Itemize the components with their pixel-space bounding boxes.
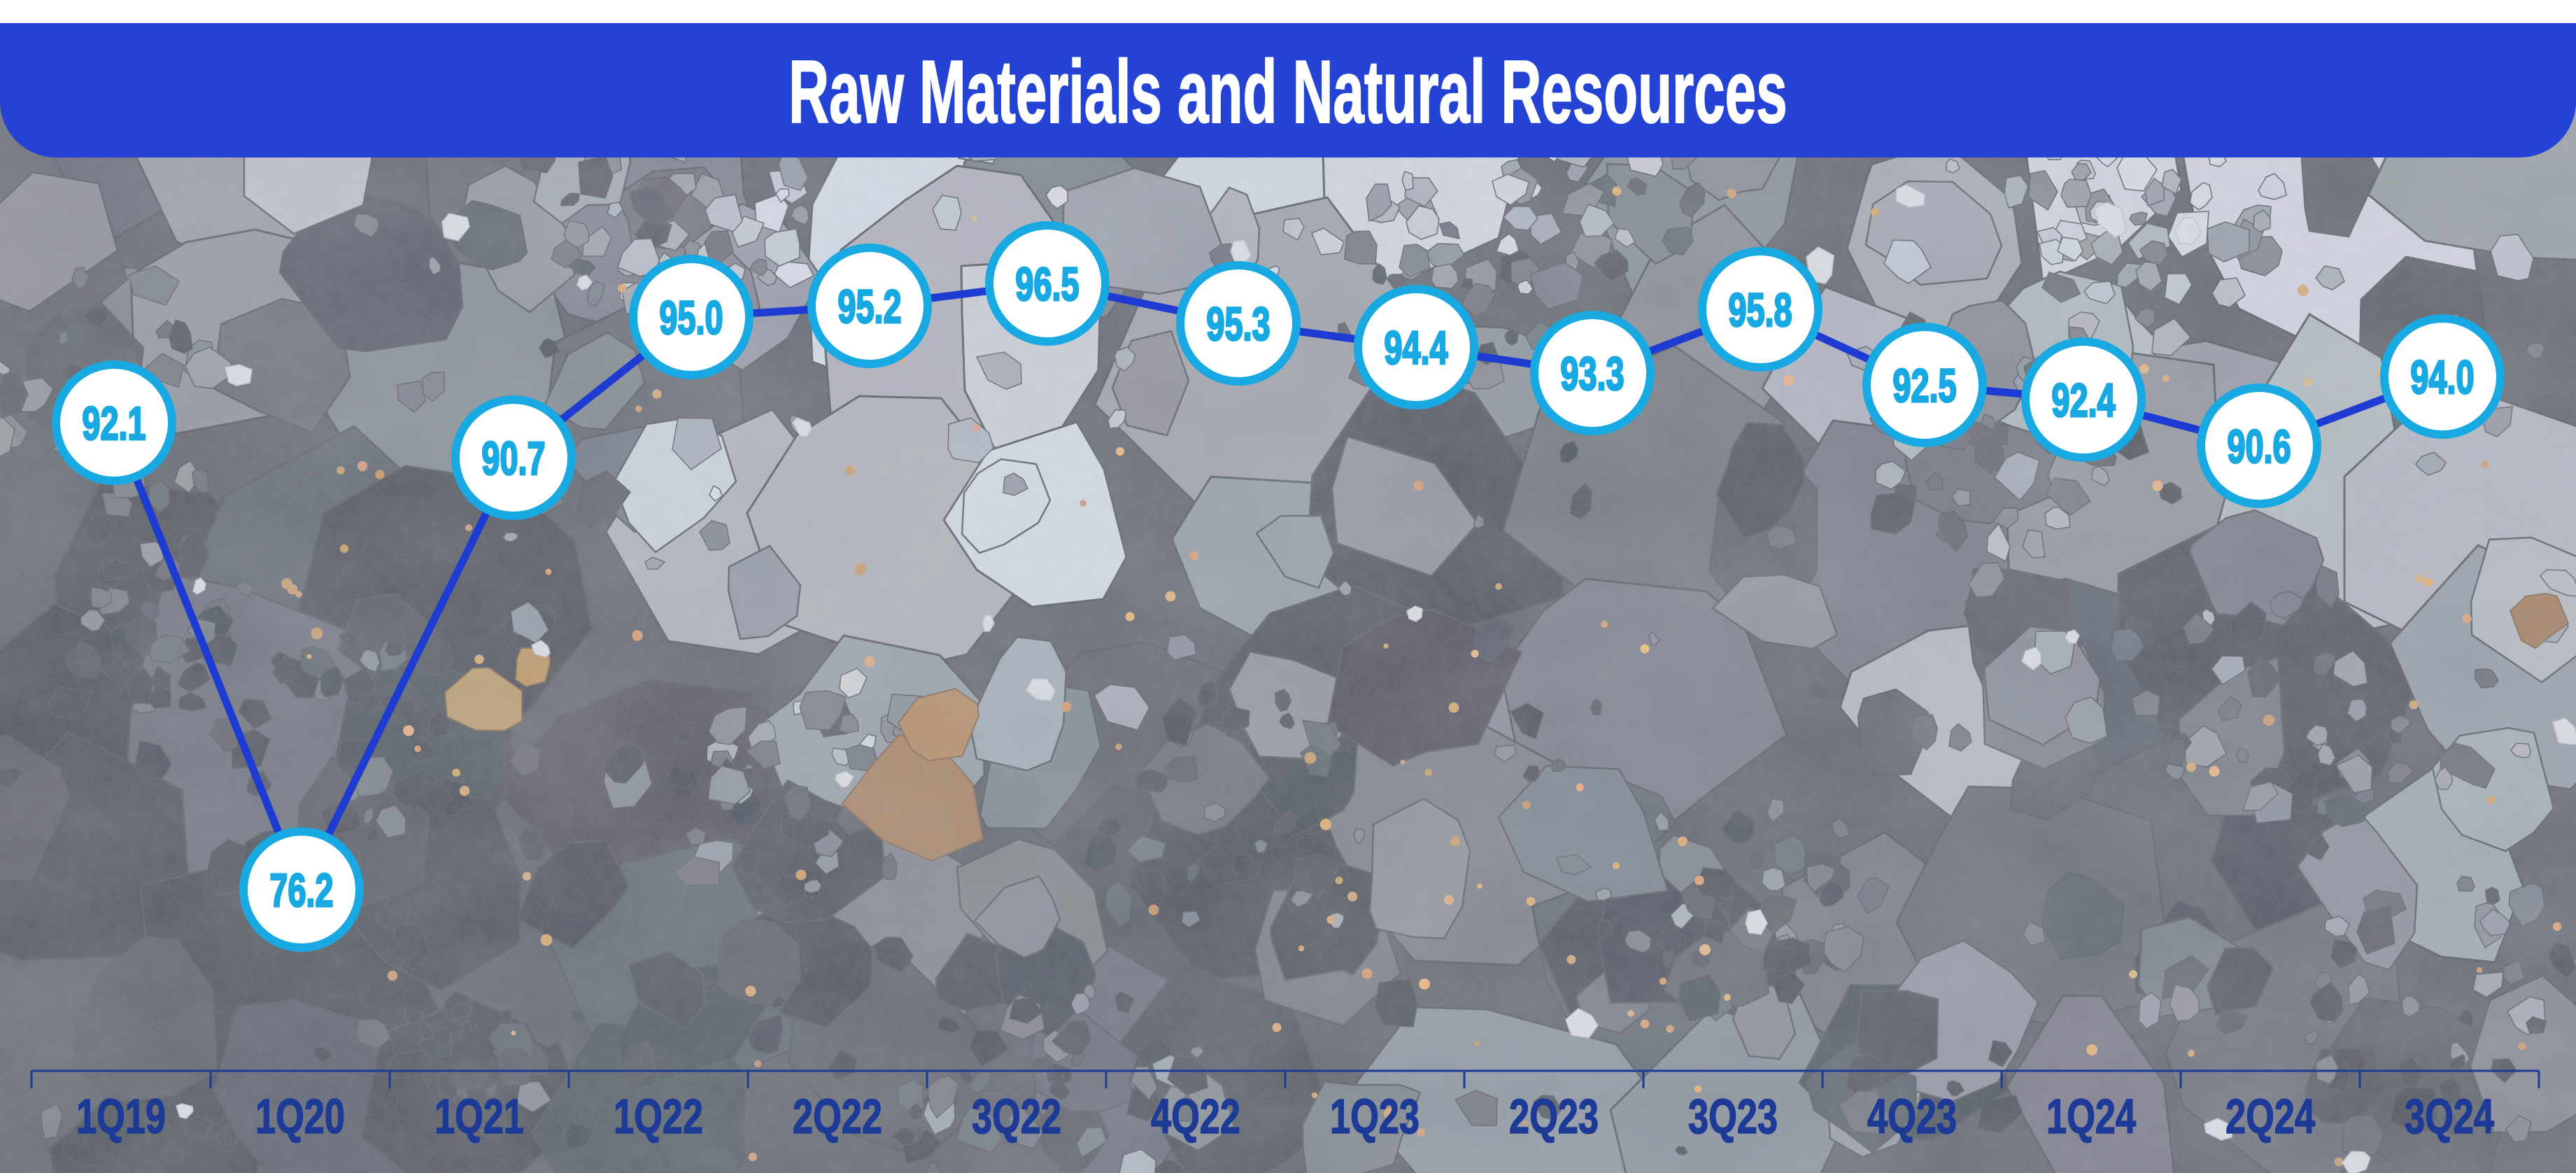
svg-text:1Q23: 1Q23 [1330,1090,1420,1144]
svg-text:95.3: 95.3 [1206,299,1270,351]
svg-text:90.7: 90.7 [481,433,545,485]
svg-text:1Q22: 1Q22 [614,1090,703,1144]
svg-text:2Q24: 2Q24 [2225,1090,2316,1144]
svg-text:3Q23: 3Q23 [1688,1090,1778,1144]
svg-text:4Q23: 4Q23 [1867,1090,1957,1144]
svg-text:94.4: 94.4 [1384,323,1448,374]
svg-text:93.3: 93.3 [1560,349,1624,400]
svg-text:90.6: 90.6 [2227,421,2291,473]
svg-text:4Q22: 4Q22 [1151,1090,1240,1144]
svg-text:96.5: 96.5 [1015,259,1079,311]
svg-text:95.2: 95.2 [837,281,901,333]
svg-text:3Q22: 3Q22 [972,1090,1061,1144]
svg-text:92.4: 92.4 [2051,375,2115,427]
svg-text:95.8: 95.8 [1728,285,1792,337]
svg-text:94.0: 94.0 [2410,352,2474,404]
svg-text:3Q24: 3Q24 [2405,1090,2495,1144]
svg-text:92.5: 92.5 [1892,360,1956,412]
svg-text:2Q23: 2Q23 [1509,1090,1599,1144]
svg-text:95.0: 95.0 [659,293,723,344]
svg-text:1Q19: 1Q19 [76,1090,166,1144]
svg-text:76.2: 76.2 [269,865,333,917]
svg-text:92.1: 92.1 [82,398,146,450]
svg-text:1Q20: 1Q20 [255,1090,345,1144]
svg-text:1Q24: 1Q24 [2046,1090,2137,1144]
svg-text:1Q21: 1Q21 [434,1090,524,1144]
svg-text:2Q22: 2Q22 [793,1090,882,1144]
